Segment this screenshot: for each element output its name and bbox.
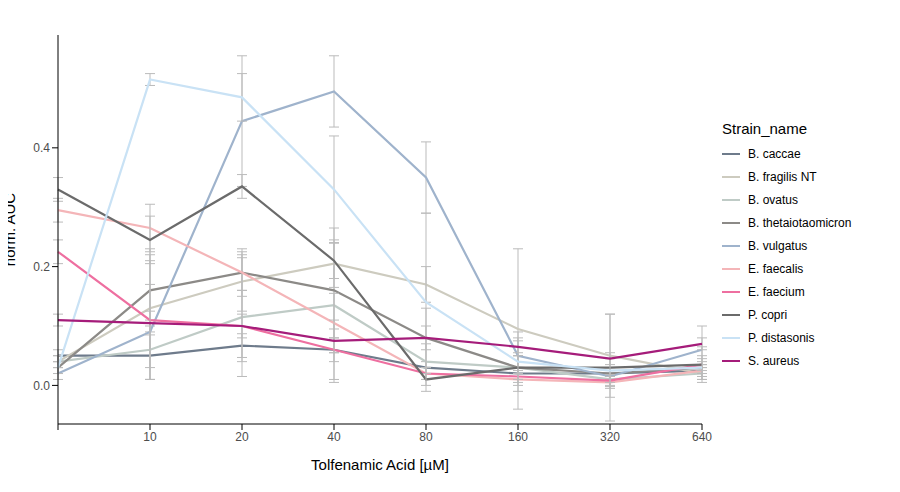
svg-text:0.0: 0.0	[33, 379, 50, 393]
html-text:B. ovatus: B. ovatus	[748, 193, 798, 207]
svg-text:80: 80	[419, 430, 433, 444]
html-text:B. fragilis NT: B. fragilis NT	[748, 170, 817, 184]
svg-text:0.2: 0.2	[33, 260, 50, 274]
html-text:E. faecalis: E. faecalis	[748, 262, 804, 276]
html-text:E. faecium: E. faecium	[748, 285, 805, 299]
html-text:B. vulgatus: B. vulgatus	[748, 239, 808, 253]
html-text:B. thetaiotaomicron: B. thetaiotaomicron	[748, 216, 852, 230]
svg-text:40: 40	[327, 430, 341, 444]
svg-text:640: 640	[692, 430, 712, 444]
html-text:Strain_name: Strain_name	[722, 119, 808, 137]
svg-text:Tolfenamic Acid [µM]: Tolfenamic Acid [µM]	[311, 456, 449, 473]
svg-text:160: 160	[508, 430, 528, 444]
svg-text:norm. AUC: norm. AUC	[8, 193, 18, 267]
html-text:B. caccae: B. caccae	[748, 147, 801, 161]
html-text:S. aureus: S. aureus	[748, 354, 800, 368]
html-text:P. distasonis: P. distasonis	[748, 331, 815, 345]
svg-text:320: 320	[600, 430, 620, 444]
svg-text:10: 10	[143, 430, 157, 444]
svg-text:20: 20	[235, 430, 249, 444]
html-text:P. copri: P. copri	[748, 308, 788, 322]
svg-text:0.4: 0.4	[33, 141, 50, 155]
